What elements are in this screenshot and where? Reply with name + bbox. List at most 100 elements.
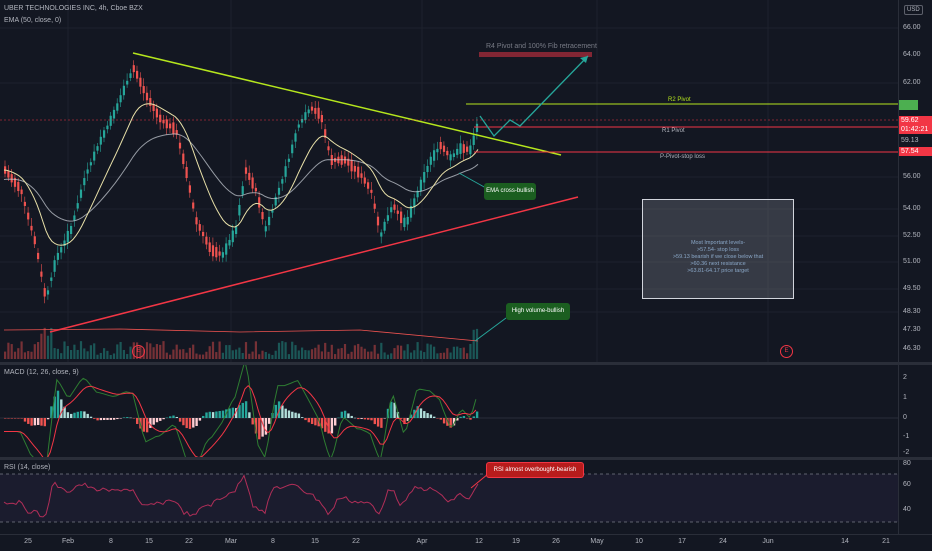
candle — [235, 225, 238, 235]
volume-bar — [462, 347, 465, 359]
volume-bar — [169, 354, 172, 359]
volume-bar — [370, 351, 373, 359]
macd-title[interactable]: MACD (12, 26, close, 9) — [4, 369, 79, 376]
high-volume-callout: High volume-bullish — [506, 303, 570, 320]
candle — [202, 231, 205, 237]
price-pane[interactable]: UBER TECHNOLOGIES INC, 4h, Cboe BZX EMA … — [0, 0, 898, 362]
candle — [136, 70, 139, 79]
macd-histogram-bar — [393, 402, 396, 418]
macd-histogram-bar — [83, 411, 86, 418]
candle — [462, 144, 465, 153]
volume-bar — [119, 341, 122, 359]
candle — [390, 207, 393, 213]
price-axis[interactable]: 66.00 64.00 62.00 56.00 54.00 52.50 51.0… — [898, 0, 932, 362]
candle — [409, 205, 413, 218]
r2-pivot-label: R2 Pivot — [668, 97, 691, 103]
macd-histogram-bar — [145, 418, 149, 433]
candle — [221, 252, 224, 258]
earnings-icon[interactable]: E — [780, 345, 793, 358]
price-tick: 52.50 — [903, 232, 921, 239]
macd-histogram-bar — [238, 405, 241, 418]
volume-bar — [452, 346, 455, 359]
price-chart[interactable] — [0, 0, 898, 362]
rsi-axis[interactable]: 80 60 40 — [898, 460, 932, 534]
candle — [218, 251, 221, 256]
price-tick: 48.30 — [903, 308, 921, 315]
macd-pane[interactable]: MACD (12, 26, close, 9) — [0, 365, 898, 457]
macd-line — [4, 365, 477, 457]
candle — [254, 187, 257, 192]
macd-histogram-bar — [211, 412, 215, 418]
macd-histogram-bar — [178, 418, 182, 422]
candle — [53, 260, 56, 272]
volume-bar — [50, 327, 53, 359]
macd-histogram-bar — [403, 418, 406, 425]
macd-histogram-bar — [43, 418, 46, 427]
earnings-icon[interactable]: E — [132, 345, 145, 358]
candle — [413, 198, 416, 208]
volume-bar — [40, 333, 43, 359]
macd-histogram-bar — [93, 418, 96, 419]
macd-histogram-bar — [192, 418, 195, 428]
macd-histogram-bar — [149, 418, 152, 428]
time-axis[interactable] — [0, 534, 932, 551]
volume-bar — [297, 350, 300, 359]
volume-bar — [46, 335, 50, 359]
candle — [56, 252, 59, 260]
macd-histogram-bar — [469, 418, 472, 420]
pane-separator[interactable] — [0, 362, 932, 365]
volume-bar — [413, 350, 416, 359]
macd-histogram-bar — [208, 411, 211, 418]
macd-histogram-bar — [433, 416, 436, 418]
volume-bar — [228, 345, 231, 359]
macd-histogram-bar — [297, 413, 301, 418]
volume-bar — [93, 343, 96, 359]
volume-bar — [145, 342, 149, 359]
candle — [192, 202, 195, 209]
macd-histogram-bar — [301, 417, 304, 418]
volume-bar — [17, 348, 20, 359]
candle — [301, 118, 304, 123]
candle — [439, 141, 442, 150]
volume-bar — [99, 352, 102, 359]
pane-separator[interactable] — [0, 457, 932, 460]
macd-histogram-bar — [452, 418, 456, 426]
macd-histogram-bar — [376, 418, 380, 427]
macd-histogram-bar — [462, 415, 466, 418]
volume-bar — [109, 354, 112, 359]
volume-bar — [235, 349, 238, 359]
candle — [96, 146, 99, 151]
time-tick: 26 — [552, 538, 560, 545]
candle — [274, 196, 277, 206]
macd-histogram-bar — [175, 416, 178, 418]
currency-badge[interactable]: USD — [904, 5, 923, 15]
symbol-title[interactable]: UBER TECHNOLOGIES INC, 4h, Cboe BZX — [4, 5, 143, 12]
volume-bar — [73, 344, 76, 359]
volume-bar — [360, 346, 363, 359]
volume-bar — [307, 350, 310, 359]
macd-histogram-bar — [198, 418, 202, 421]
candle — [159, 114, 162, 123]
macd-axis[interactable]: 2 1 0 -1 -2 — [898, 365, 932, 457]
candle — [459, 143, 462, 154]
volume-bar — [396, 345, 399, 359]
macd-histogram-bar — [50, 406, 53, 418]
volume-bar — [192, 344, 195, 359]
macd-histogram-bar — [30, 418, 33, 426]
macd-histogram-bar — [10, 418, 13, 419]
macd-histogram-bar — [89, 416, 93, 418]
rsi-title[interactable]: RSI (14, close) — [4, 464, 51, 471]
price-tick: 66.00 — [903, 24, 921, 31]
volume-bar — [198, 354, 201, 359]
rsi-pane[interactable]: RSI (14, close) RSI almost overbought-be… — [0, 460, 898, 534]
volume-bar — [429, 344, 432, 359]
time-tick: 14 — [841, 538, 849, 545]
macd-chart[interactable] — [0, 365, 898, 457]
volume-bar — [423, 352, 426, 359]
macd-histogram-bar — [116, 418, 119, 420]
volume-bar — [7, 342, 10, 359]
ema-indicator-title[interactable]: EMA (50, close, 0) — [4, 17, 62, 24]
rsi-chart[interactable] — [0, 460, 898, 534]
candle — [320, 115, 323, 123]
volume-bar — [291, 341, 294, 359]
